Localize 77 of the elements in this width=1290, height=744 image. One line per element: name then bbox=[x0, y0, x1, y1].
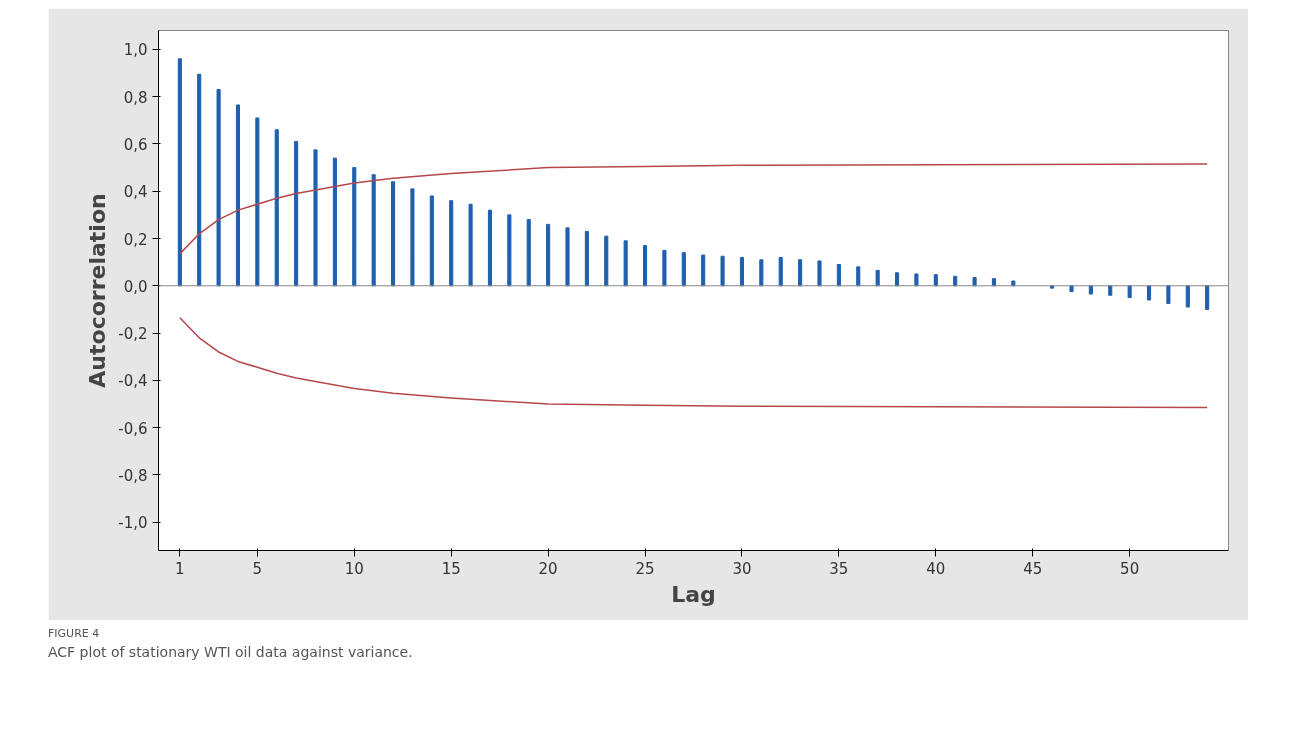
bar bbox=[875, 269, 880, 287]
bar bbox=[1205, 285, 1210, 310]
bar bbox=[642, 245, 648, 287]
x-tick-label: 15 bbox=[441, 559, 461, 578]
bar bbox=[274, 129, 279, 287]
x-tick-label: 40 bbox=[926, 559, 946, 578]
line-series bbox=[179, 163, 1208, 255]
bar bbox=[1185, 285, 1190, 308]
line-series bbox=[179, 316, 1208, 409]
bar bbox=[565, 227, 570, 287]
bar bbox=[313, 149, 318, 287]
bar bbox=[546, 223, 551, 287]
bar bbox=[778, 256, 783, 287]
bar bbox=[681, 252, 686, 287]
text: ACF plot of stationary WTI oil data against variance. bbox=[48, 642, 413, 662]
y-tick-label: -0,6 bbox=[118, 419, 148, 438]
bar bbox=[410, 188, 415, 287]
y-axis-title: Autocorrelation bbox=[85, 193, 111, 388]
y-tick-label: -0,2 bbox=[118, 325, 148, 344]
bar bbox=[836, 264, 841, 287]
bar bbox=[1050, 285, 1055, 289]
bar bbox=[856, 266, 861, 287]
bar bbox=[507, 214, 512, 287]
bar bbox=[1108, 285, 1113, 296]
bar bbox=[720, 255, 725, 287]
y-tick-label: -0,8 bbox=[118, 466, 148, 485]
y-tick-label: 0,0 bbox=[123, 277, 148, 296]
bar bbox=[235, 104, 241, 287]
bar bbox=[739, 256, 745, 287]
bar bbox=[255, 117, 260, 287]
x-axis-title: Lag bbox=[671, 581, 716, 607]
bar bbox=[1127, 285, 1132, 299]
bar bbox=[332, 157, 337, 287]
bar bbox=[1166, 285, 1171, 304]
x-tick-label: 30 bbox=[732, 559, 752, 578]
bar bbox=[487, 209, 493, 287]
bar bbox=[468, 203, 473, 287]
bar bbox=[391, 181, 396, 287]
bar bbox=[817, 260, 822, 287]
bar bbox=[933, 274, 938, 287]
bar bbox=[623, 240, 628, 287]
x-tick-label: 10 bbox=[344, 559, 364, 578]
x-tick-label: 25 bbox=[635, 559, 655, 578]
x-tick-label: 5 bbox=[252, 559, 263, 578]
bar bbox=[449, 200, 454, 287]
y-tick-label: 1,0 bbox=[123, 41, 148, 60]
bar bbox=[294, 141, 299, 287]
x-tick-label: 45 bbox=[1023, 559, 1043, 578]
caption: FIGURE 4 bbox=[48, 626, 100, 642]
y-tick-label: 0,2 bbox=[123, 230, 148, 249]
x-tick-label: 50 bbox=[1120, 559, 1140, 578]
bar bbox=[894, 272, 900, 287]
y-tick-label: 0,8 bbox=[123, 88, 148, 107]
y-tick-label: -1,0 bbox=[118, 514, 148, 533]
bar bbox=[216, 89, 221, 287]
bar bbox=[662, 249, 667, 287]
x-tick-label: 35 bbox=[829, 559, 849, 578]
bar bbox=[1146, 285, 1152, 301]
x-tick-label: 1 bbox=[175, 559, 185, 578]
bar bbox=[1069, 285, 1074, 293]
bar bbox=[526, 219, 531, 287]
bar bbox=[701, 254, 706, 287]
bar bbox=[604, 235, 609, 287]
bar bbox=[352, 167, 357, 287]
y-tick-label: -0,4 bbox=[118, 372, 148, 391]
bar bbox=[177, 58, 182, 287]
bar bbox=[759, 259, 764, 287]
bar bbox=[197, 73, 202, 287]
y-tick-label: 0,6 bbox=[123, 135, 148, 154]
y-tick-label: 0,4 bbox=[123, 183, 148, 202]
bar bbox=[1088, 285, 1093, 295]
bar bbox=[584, 230, 589, 287]
bar bbox=[429, 195, 434, 287]
bar bbox=[798, 259, 803, 287]
bar bbox=[914, 273, 919, 287]
x-tick-label: 20 bbox=[538, 559, 558, 578]
bar bbox=[371, 174, 376, 287]
